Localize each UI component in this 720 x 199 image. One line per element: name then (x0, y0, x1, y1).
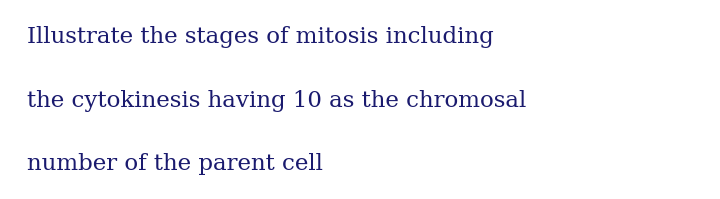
Text: Illustrate the stages of mitosis including: Illustrate the stages of mitosis includi… (27, 26, 494, 48)
Text: number of the parent cell: number of the parent cell (27, 153, 323, 175)
Text: the cytokinesis having 10 as the chromosal: the cytokinesis having 10 as the chromos… (27, 90, 526, 112)
